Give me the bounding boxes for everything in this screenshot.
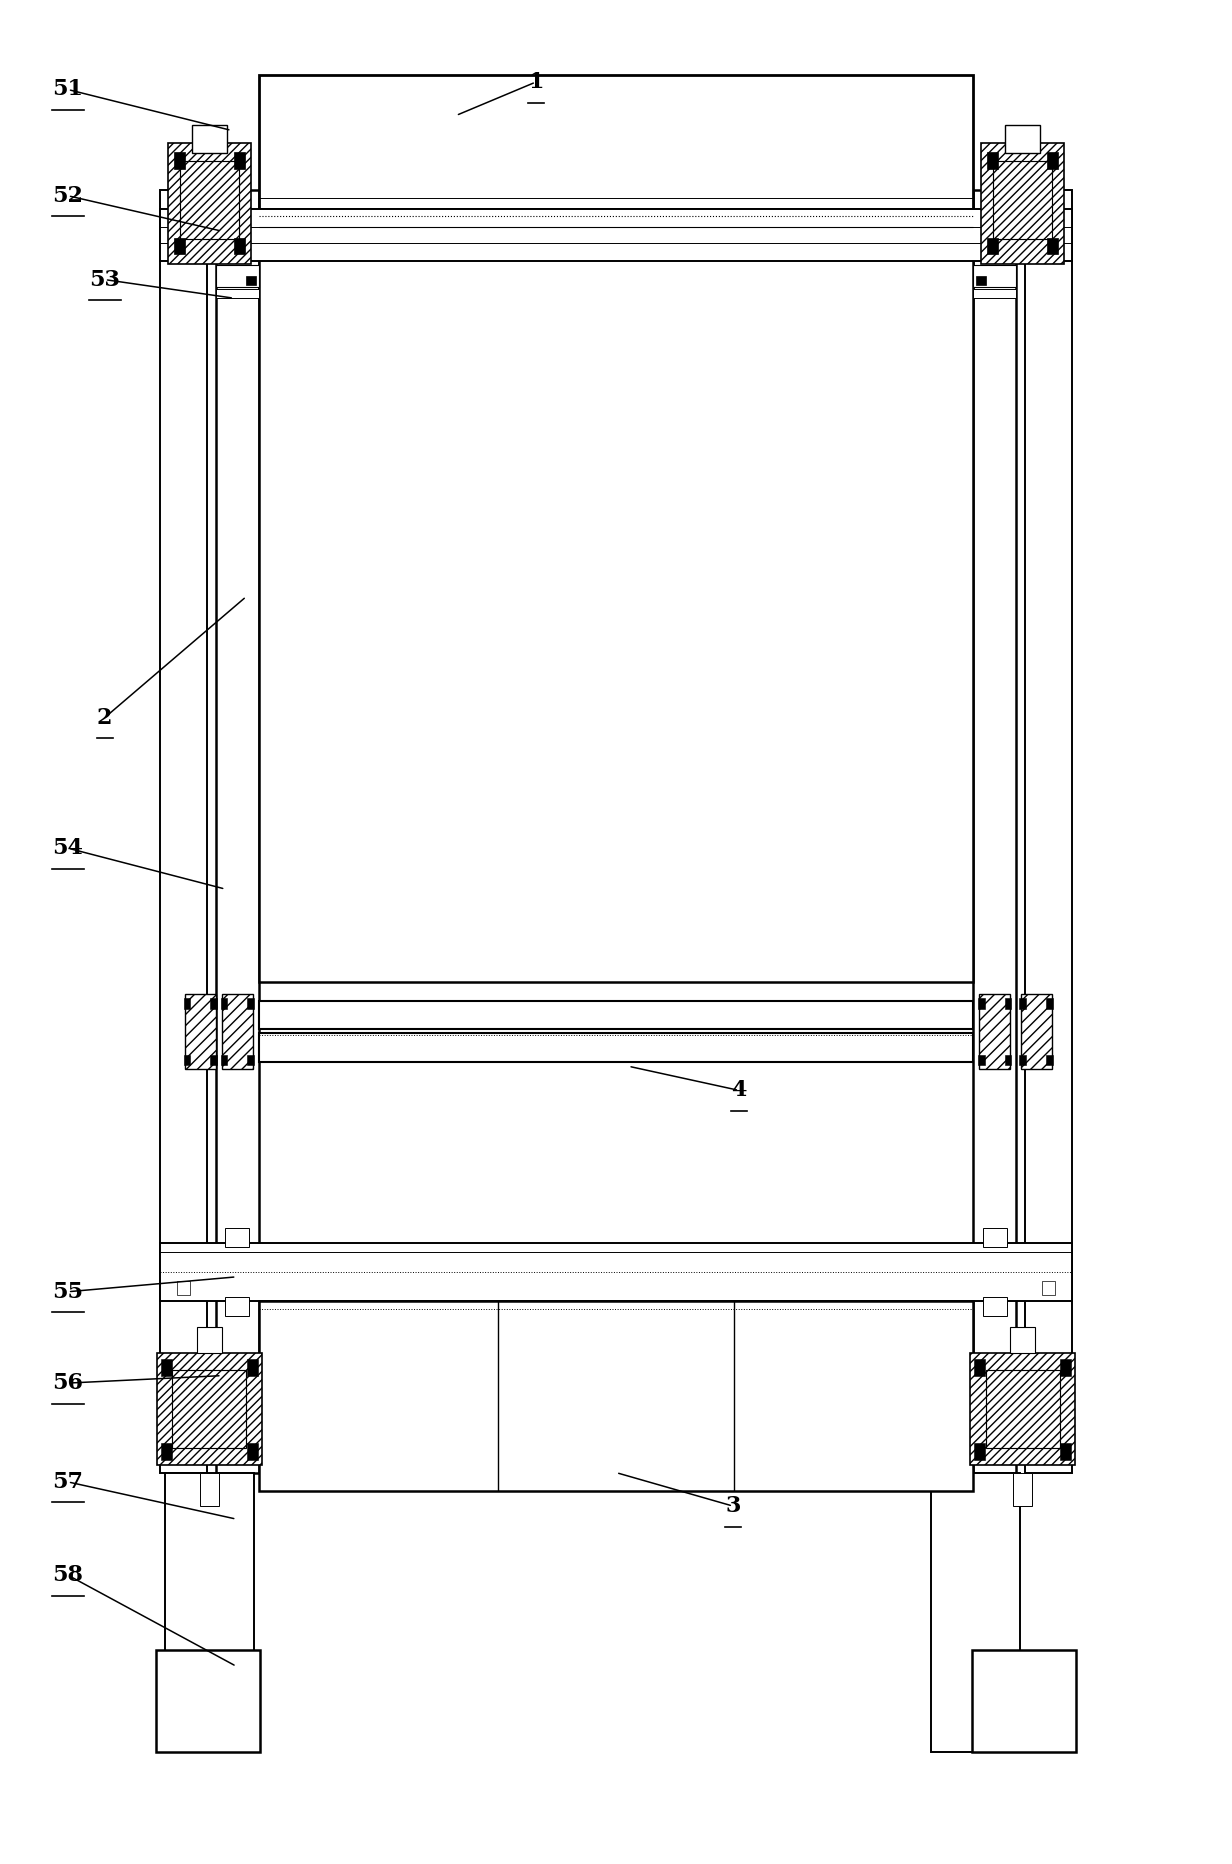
Bar — [216, 190, 259, 1473]
Bar — [174, 153, 185, 170]
Bar — [246, 1443, 259, 1460]
Bar — [172, 1370, 246, 1448]
Bar — [1047, 153, 1058, 170]
Bar — [978, 999, 986, 1008]
Text: 3: 3 — [726, 1495, 740, 1517]
Bar — [246, 276, 256, 285]
Bar — [165, 1473, 254, 1752]
Bar — [209, 999, 217, 1008]
Text: 51: 51 — [52, 78, 84, 101]
Bar — [1013, 1473, 1032, 1506]
Bar — [221, 1055, 228, 1066]
Text: 58: 58 — [52, 1564, 84, 1586]
Bar — [192, 125, 227, 153]
Bar — [156, 1353, 261, 1465]
Bar — [1020, 995, 1052, 1070]
Bar — [1047, 237, 1058, 254]
Bar — [976, 276, 986, 285]
Bar — [986, 1370, 1060, 1448]
Bar — [975, 1443, 986, 1460]
Bar — [180, 160, 239, 239]
Bar — [177, 1281, 190, 1295]
Bar — [971, 1353, 1076, 1465]
Text: 4: 4 — [732, 1079, 747, 1102]
Bar — [185, 995, 216, 1070]
Bar — [259, 75, 973, 209]
Bar — [1046, 999, 1052, 1008]
Bar — [1020, 999, 1026, 1008]
Bar — [168, 144, 251, 263]
Bar — [978, 1055, 986, 1066]
Bar — [174, 237, 185, 254]
Bar — [209, 1055, 217, 1066]
Bar — [184, 999, 191, 1008]
Bar — [160, 1359, 172, 1376]
Bar — [184, 1055, 191, 1066]
Bar — [160, 1243, 1072, 1301]
Bar — [1020, 1055, 1026, 1066]
Bar — [993, 160, 1052, 239]
Bar — [1060, 1443, 1072, 1460]
Text: 57: 57 — [52, 1471, 84, 1493]
Bar — [216, 265, 259, 287]
Bar — [972, 1650, 1076, 1752]
Bar — [160, 190, 207, 1473]
Bar — [973, 190, 1016, 1473]
Text: 1: 1 — [529, 71, 543, 93]
Bar — [1005, 125, 1040, 153]
Bar — [983, 1228, 1008, 1247]
Text: 2: 2 — [97, 706, 112, 729]
Bar — [246, 1055, 254, 1066]
Text: 55: 55 — [52, 1281, 84, 1303]
Bar — [160, 209, 1072, 261]
Bar — [973, 289, 1016, 298]
Bar — [222, 995, 253, 1070]
Bar — [983, 1297, 1008, 1316]
Bar — [259, 1001, 973, 1029]
Bar — [1025, 190, 1072, 1473]
Bar — [987, 237, 998, 254]
Bar — [221, 999, 228, 1008]
Bar — [981, 144, 1064, 263]
Bar — [979, 995, 1010, 1070]
Bar — [160, 1443, 172, 1460]
Bar — [1004, 1055, 1011, 1066]
Text: 56: 56 — [52, 1372, 84, 1394]
Bar — [1060, 1359, 1072, 1376]
Bar — [259, 1033, 973, 1062]
Bar — [1046, 1055, 1052, 1066]
Bar — [246, 1359, 259, 1376]
Bar — [234, 153, 245, 170]
Bar — [259, 209, 973, 982]
Bar — [246, 999, 254, 1008]
Bar — [225, 1228, 249, 1247]
Bar — [973, 265, 1016, 287]
Bar — [1010, 1327, 1035, 1353]
Bar — [216, 289, 259, 298]
Bar — [931, 1473, 1020, 1752]
Text: 52: 52 — [52, 185, 84, 207]
Text: 53: 53 — [89, 268, 121, 291]
Bar — [259, 1301, 973, 1491]
Bar — [975, 1359, 986, 1376]
Bar — [234, 237, 245, 254]
Bar — [987, 153, 998, 170]
Bar — [200, 1473, 219, 1506]
Bar — [1042, 1281, 1055, 1295]
Bar — [1004, 999, 1011, 1008]
Text: 54: 54 — [52, 837, 84, 859]
Bar — [197, 1327, 222, 1353]
Bar — [156, 1650, 260, 1752]
Bar — [225, 1297, 249, 1316]
